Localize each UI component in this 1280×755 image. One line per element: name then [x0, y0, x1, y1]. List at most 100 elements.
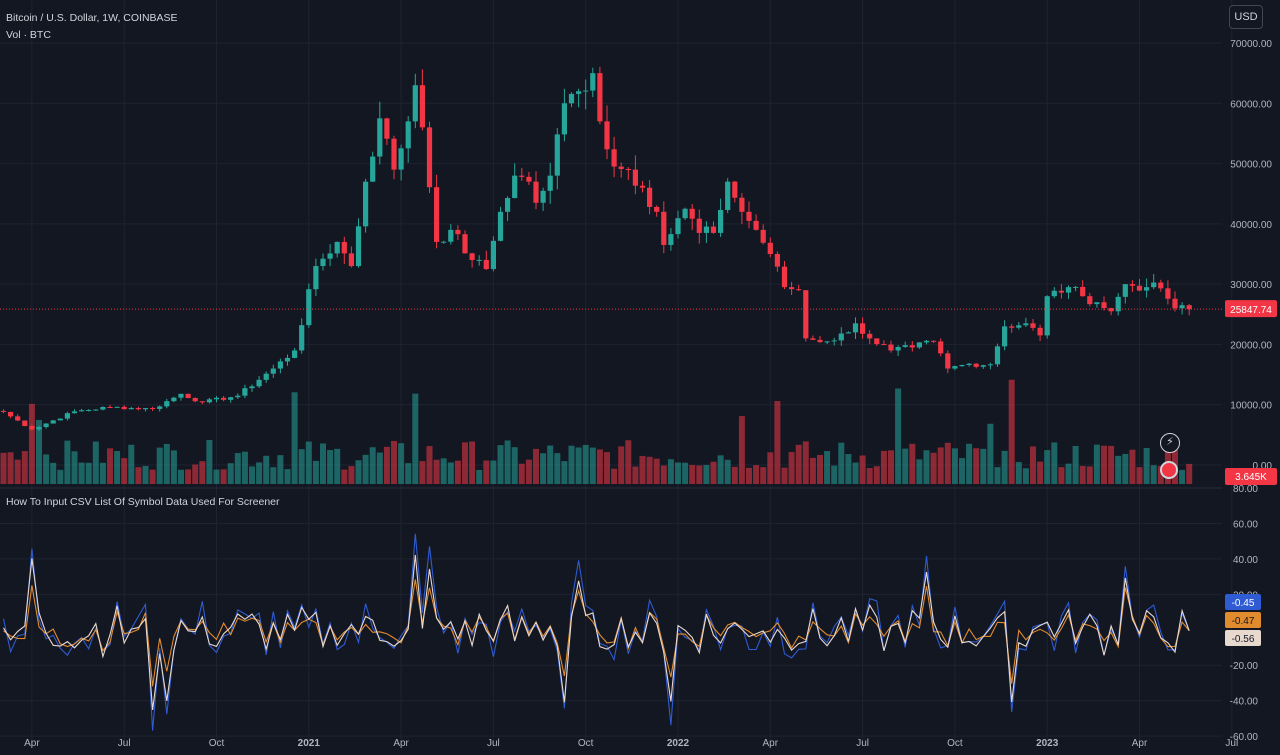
candle: [647, 179, 653, 215]
candle: [1122, 283, 1128, 304]
indicator-axis[interactable]: 80.0060.0040.0020.00-20.00-40.00-60.00-0…: [1225, 484, 1261, 743]
volume-bar: [92, 441, 99, 484]
volume-bar: [533, 448, 539, 484]
volume-bar: [802, 441, 809, 484]
volume-bar: [43, 454, 50, 484]
time-tick-label: Apr: [24, 738, 40, 749]
price-axis[interactable]: 70000.00 60000.00 50000.00 40000.00 30000.00…: [0, 39, 1277, 485]
volume-bar: [256, 462, 263, 484]
candle: [611, 136, 617, 178]
candle: [753, 214, 759, 231]
candle: [710, 221, 717, 234]
candle: [377, 101, 383, 165]
indicator-value-label: -0.45: [1232, 598, 1255, 609]
candle: [1144, 278, 1150, 298]
volume-bar: [57, 469, 64, 484]
volume-bar: [1079, 465, 1086, 484]
volume-bar: [1058, 467, 1065, 484]
symbol-title[interactable]: Bitcoin / U.S. Dollar, 1W, COINBASE: [6, 12, 178, 24]
candle: [497, 206, 504, 242]
volume-bar: [156, 447, 163, 484]
volume-bar: [149, 469, 156, 484]
candle: [973, 363, 979, 369]
price-tick-label: 20000.00: [1230, 340, 1272, 351]
candle: [831, 337, 837, 346]
current-price-badge[interactable]: 25847.74: [1225, 300, 1277, 318]
candle: [852, 317, 859, 339]
indicator-value-badge[interactable]: -0.47: [1225, 612, 1261, 628]
volume-badge[interactable]: 3.645K: [1225, 468, 1277, 485]
volume-bar: [951, 448, 958, 484]
indicator-tick-label: -20.00: [1230, 661, 1259, 672]
candle: [895, 345, 901, 356]
candle: [668, 228, 674, 251]
candle: [64, 411, 70, 421]
candle: [398, 144, 404, 181]
candle: [142, 408, 149, 412]
volume-bar: [469, 441, 476, 484]
volume-bar: [667, 459, 674, 484]
indicator-tick-label: -60.00: [1230, 732, 1259, 743]
time-axis[interactable]: Apr Jul Oct 2021 Apr Jul Oct 2022 Apr Jul Oct 2023 A…: [24, 738, 1280, 749]
volume-bar: [866, 468, 873, 484]
volume-bar: [447, 462, 454, 484]
volume-badge-label: 3.645K: [1235, 472, 1267, 483]
candle: [1186, 303, 1192, 316]
volume-bar: [213, 469, 220, 484]
volume-bar: [1015, 462, 1022, 484]
candle: [284, 354, 291, 366]
volume-bar: [987, 423, 994, 484]
volume-bar: [71, 451, 78, 484]
volume-bar: [1143, 448, 1150, 484]
volume-bar: [966, 443, 973, 484]
indicator-value-badge[interactable]: -0.56: [1225, 630, 1261, 646]
volume-bar: [1030, 446, 1036, 484]
candle: [341, 236, 347, 264]
candle: [256, 376, 262, 388]
candle: [767, 237, 773, 258]
candle: [561, 88, 567, 142]
indicator-tick-label: 40.00: [1233, 555, 1258, 566]
volume-bar: [873, 466, 880, 484]
alert-icon[interactable]: [1160, 461, 1178, 479]
flash-icon[interactable]: ⚡: [1160, 433, 1180, 453]
volume-bar: [1129, 449, 1136, 484]
candle: [987, 362, 993, 370]
indicator-value-label: -0.47: [1232, 616, 1255, 627]
volume-bar: [653, 458, 660, 484]
candle: [590, 67, 596, 98]
volume-bar: [753, 465, 760, 484]
candle: [1044, 295, 1050, 339]
volume-bar: [838, 442, 845, 484]
time-tick-label: 2023: [1036, 738, 1059, 749]
candle: [121, 405, 127, 410]
volume-bar: [7, 452, 14, 484]
candle: [86, 409, 92, 412]
candle: [490, 236, 496, 272]
indicator-value-badge[interactable]: -0.45: [1225, 594, 1261, 610]
time-tick-label: 2021: [298, 738, 321, 749]
volume-bar: [604, 452, 610, 484]
candle: [334, 241, 340, 258]
volume-bar: [1150, 465, 1157, 484]
indicator-series-line: [3, 554, 1190, 710]
candle: [505, 196, 511, 222]
volume-bar: [107, 448, 113, 484]
indicator-title[interactable]: How To Input CSV List Of Symbol Data Use…: [6, 496, 280, 508]
candle: [391, 135, 397, 180]
volume-bar: [0, 452, 7, 484]
time-tick-label: Oct: [578, 738, 594, 749]
current-price-label: 25847.74: [1230, 305, 1272, 316]
candle: [1151, 274, 1157, 290]
currency-button[interactable]: USD: [1229, 5, 1263, 29]
candle: [462, 230, 468, 254]
candle: [363, 178, 369, 233]
candle: [718, 198, 724, 237]
volume-legend[interactable]: Vol · BTC: [6, 29, 51, 41]
volume-bar: [497, 445, 504, 484]
candle: [526, 171, 532, 185]
candle: [206, 397, 212, 404]
volume-bar: [36, 419, 42, 484]
volume-bar: [1072, 446, 1079, 484]
